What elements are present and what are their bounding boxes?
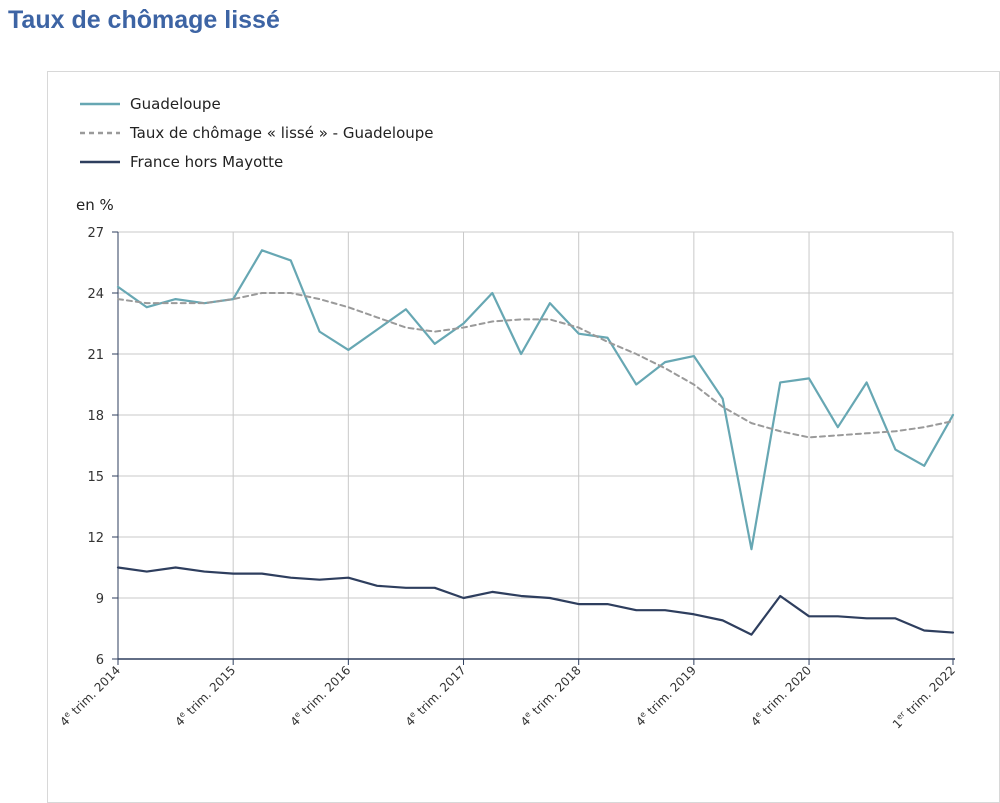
x-tick-label: 4e trim. 2014 bbox=[56, 663, 123, 730]
y-tick-label: 15 bbox=[87, 470, 104, 485]
x-tick-label: 4e trim. 2018 bbox=[517, 663, 584, 730]
x-tick-label: 4e trim. 2017 bbox=[402, 663, 469, 730]
series-line-smoothed bbox=[117, 292, 954, 439]
page-title: Taux de chômage lissé bbox=[8, 6, 280, 34]
y-tick-label: 12 bbox=[87, 531, 104, 546]
x-tick-label: 1er trim. 2022 bbox=[889, 663, 958, 732]
y-tick-label: 9 bbox=[96, 592, 104, 607]
legend-label-smoothed: Taux de chômage « lissé » - Guadeloupe bbox=[129, 124, 434, 142]
x-tick-label: 4e trim. 2020 bbox=[748, 663, 815, 730]
legend-label-guadeloupe: Guadeloupe bbox=[130, 95, 221, 113]
legend: Guadeloupe Taux de chômage « lissé » - Gu… bbox=[80, 95, 434, 171]
y-tick-label: 6 bbox=[96, 653, 104, 668]
x-tick-label: 4e trim. 2016 bbox=[287, 663, 354, 730]
legend-label-france: France hors Mayotte bbox=[130, 153, 283, 171]
y-tick-label: 18 bbox=[87, 409, 104, 424]
x-tick-label: 4e trim. 2015 bbox=[172, 663, 239, 730]
y-tick-label: 27 bbox=[87, 226, 104, 241]
y-tick-label: 21 bbox=[87, 348, 104, 363]
x-tick-label: 4e trim. 2019 bbox=[632, 663, 699, 730]
y-tick-label: 24 bbox=[87, 287, 104, 302]
y-axis-label: en % bbox=[76, 196, 114, 214]
series-line-guadeloupe bbox=[116, 249, 955, 551]
gridlines bbox=[117, 231, 954, 659]
chart-card: 6 9 12 15 18 21 24 27 en % 4e trim. 2014 4e trim. … bbox=[47, 71, 1000, 803]
line-chart: 6 9 12 15 18 21 24 27 en % 4e trim. 2014 4e trim. … bbox=[56, 95, 958, 732]
series-line-france bbox=[116, 566, 955, 636]
